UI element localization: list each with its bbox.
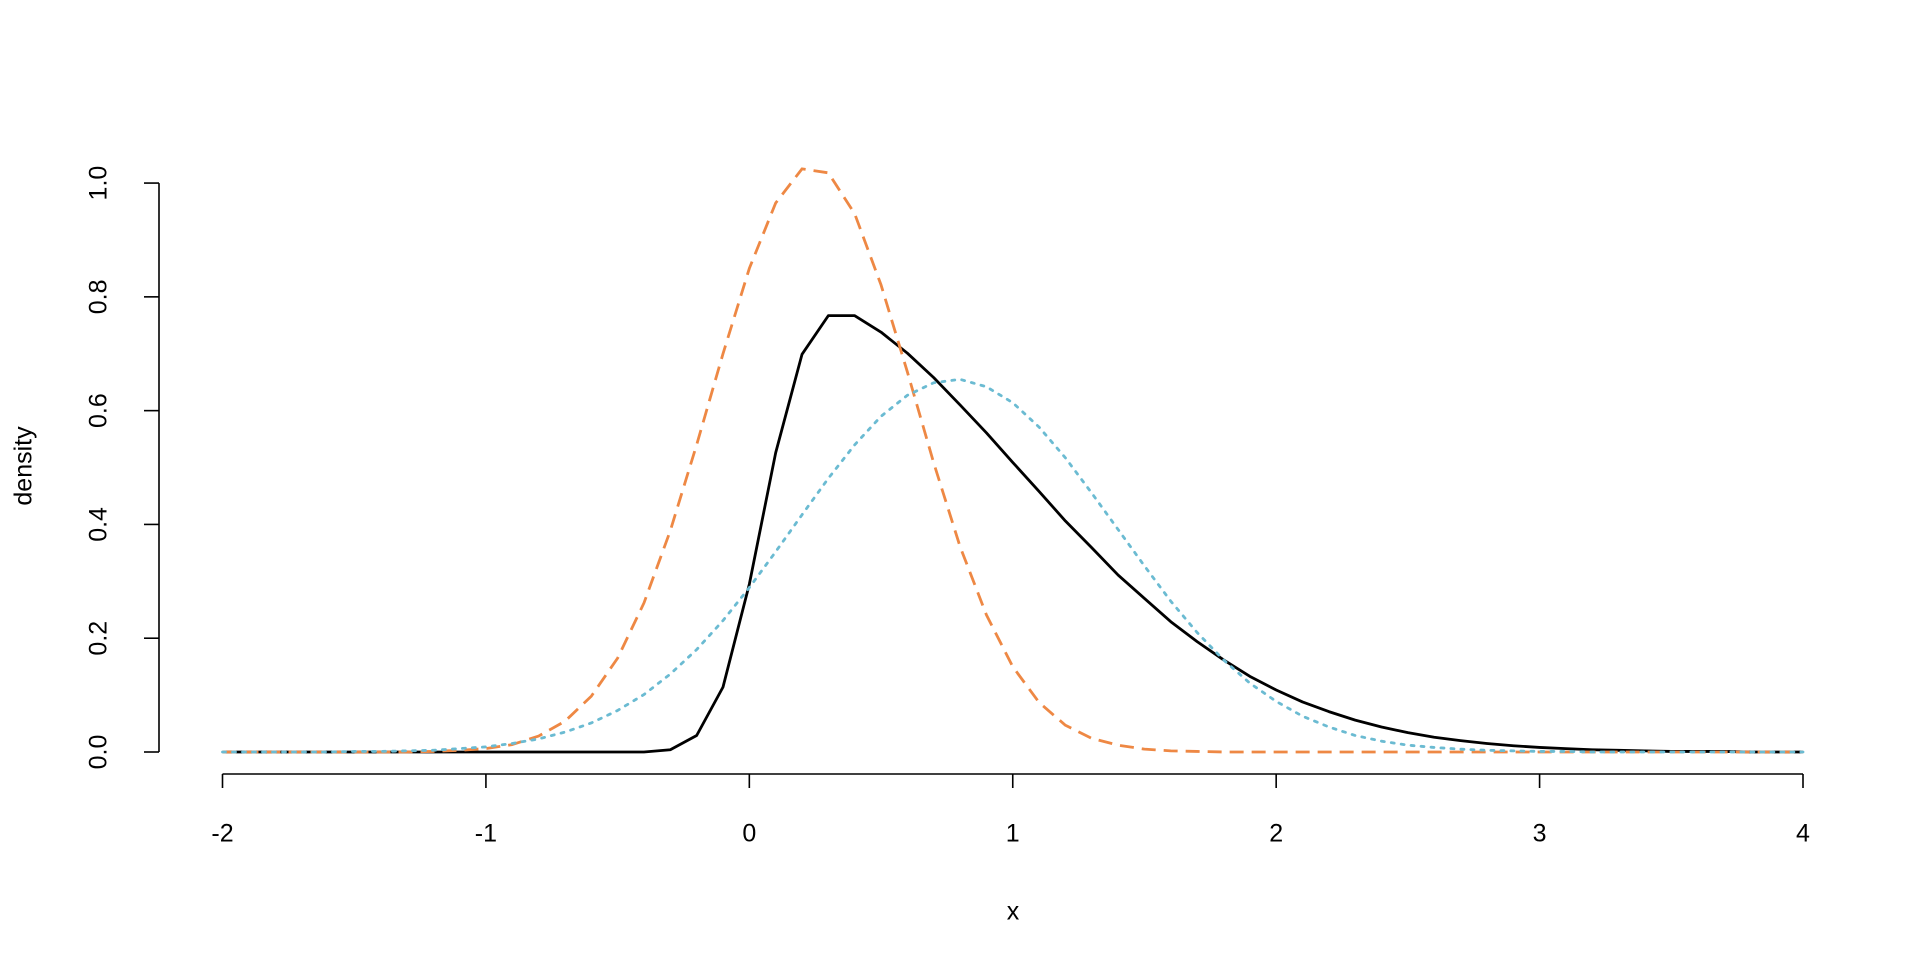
y-tick-label: 0.2 [85, 621, 113, 656]
density-line [222, 167, 1803, 754]
x-tick-label: 0 [742, 820, 756, 848]
y-tick-label: 0.4 [85, 507, 113, 542]
x-axis-label: x [1007, 898, 1020, 926]
x-tick-label: 4 [1796, 820, 1810, 848]
y-tick-label: 1.0 [85, 166, 113, 201]
x-tick-label: -2 [211, 820, 233, 848]
density-line [221, 377, 1805, 754]
x-tick-label: 1 [1006, 820, 1020, 848]
x-tick-label: 3 [1533, 820, 1547, 848]
y-tick-label: 0.0 [85, 735, 113, 770]
y-tick-label: 0.6 [85, 393, 113, 428]
y-axis-label: density [10, 426, 38, 506]
x-tick-label: 2 [1269, 820, 1283, 848]
y-tick-label: 0.8 [85, 279, 113, 314]
x-tick-label: -1 [475, 820, 497, 848]
density-line [222, 314, 1803, 754]
